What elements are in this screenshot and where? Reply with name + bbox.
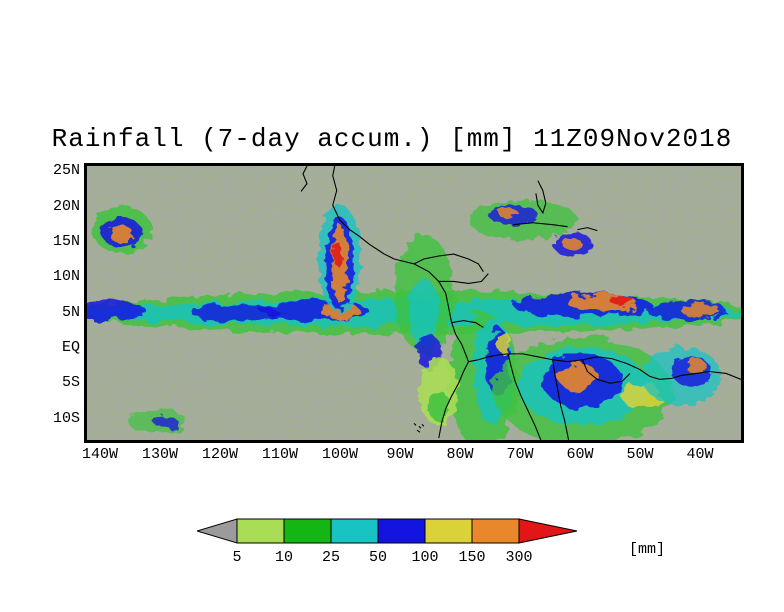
colorbar-below-min-triangle[interactable] bbox=[197, 519, 237, 543]
x-tick-label-8: 60W bbox=[566, 446, 593, 463]
y-tick-label-0: 25N bbox=[40, 162, 80, 179]
colorbar-legend[interactable]: 5 10 25 50 100 150 300 [mm] bbox=[197, 515, 617, 575]
colorbar-segment-10-25[interactable] bbox=[284, 519, 331, 543]
colorbar-segment-100-150[interactable] bbox=[425, 519, 472, 543]
x-tick-label-3: 110W bbox=[262, 446, 298, 463]
colorbar-tick-5: 5 bbox=[232, 549, 241, 566]
x-tick-label-0: 140W bbox=[82, 446, 118, 463]
y-tick-label-7: 10S bbox=[40, 410, 80, 427]
colorbar-tick-50: 50 bbox=[369, 549, 387, 566]
colorbar-tick-25: 25 bbox=[322, 549, 340, 566]
rain-cell-mexico-pacific-coast bbox=[318, 205, 362, 313]
y-tick-label-4: 5N bbox=[40, 304, 80, 321]
y-tick-label-2: 15N bbox=[40, 233, 80, 250]
y-tick-label-3: 10N bbox=[40, 268, 80, 285]
colorbar-units-label: [mm] bbox=[629, 541, 665, 558]
colorbar-segment-50-100[interactable] bbox=[378, 519, 425, 543]
y-tick-label-6: 5S bbox=[40, 374, 80, 391]
rain-amazon-basin bbox=[493, 337, 671, 440]
colorbar-segment-5-10[interactable] bbox=[237, 519, 284, 543]
colorbar-tick-300: 300 bbox=[505, 549, 532, 566]
rain-ne-brazil bbox=[642, 347, 721, 406]
colorbar-tick-10: 10 bbox=[275, 549, 293, 566]
x-tick-label-10: 40W bbox=[686, 446, 713, 463]
x-tick-label-1: 130W bbox=[142, 446, 178, 463]
y-tick-label-5: EQ bbox=[40, 339, 80, 356]
colorbar-above-max-triangle[interactable] bbox=[519, 519, 577, 543]
map-plot-area[interactable] bbox=[84, 163, 744, 443]
y-tick-label-1: 20N bbox=[40, 198, 80, 215]
x-tick-label-2: 120W bbox=[202, 446, 238, 463]
colorbar-segment-25-50[interactable] bbox=[331, 519, 378, 543]
x-tick-label-5: 90W bbox=[386, 446, 413, 463]
rain-southern-scattered bbox=[127, 409, 186, 432]
x-tick-label-9: 50W bbox=[626, 446, 653, 463]
colorbar-segment-150-300[interactable] bbox=[472, 519, 519, 543]
chart-title: Rainfall (7-day accum.) [mm] 11Z09Nov201… bbox=[0, 124, 784, 154]
rain-pacific-south-america bbox=[419, 357, 459, 426]
x-tick-label-6: 80W bbox=[446, 446, 473, 463]
x-tick-label-7: 70W bbox=[506, 446, 533, 463]
colorbar-tick-100: 100 bbox=[411, 549, 438, 566]
colorbar-tick-150: 150 bbox=[458, 549, 485, 566]
x-tick-label-4: 100W bbox=[322, 446, 358, 463]
rain-cell-130w-20n bbox=[92, 206, 151, 253]
